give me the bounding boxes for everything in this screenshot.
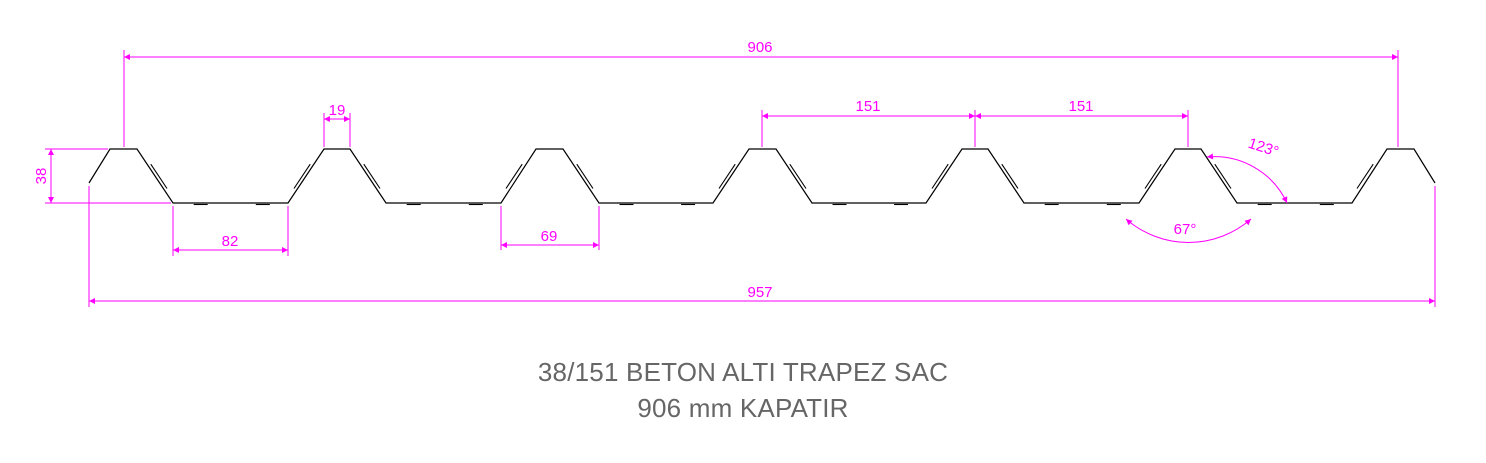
dim-906-label: 906 (747, 39, 772, 56)
drawing-title: 38/151 BETON ALTI TRAPEZ SAC (537, 357, 949, 387)
sheet-profile (88, 148, 1436, 204)
dimension-lines (45, 50, 1436, 307)
web-stiffener (293, 163, 311, 189)
dim-67-label: 67° (1174, 221, 1197, 238)
web-stiffener (718, 163, 736, 189)
web-stiffener (363, 163, 381, 189)
web-stiffener (505, 163, 523, 189)
web-stiffener (931, 163, 949, 189)
web-stiffener (789, 163, 807, 189)
dim-67-arc (1125, 218, 1252, 243)
web-stiffener (1001, 163, 1019, 189)
dim-38-label: 38 (33, 168, 50, 185)
dim-69-label: 69 (541, 228, 558, 245)
dim-19-label: 19 (329, 102, 346, 119)
web-stiffener (150, 163, 168, 189)
dim-82-label: 82 (222, 233, 239, 250)
drawing-subtitle: 906 mm KAPATIR (637, 393, 849, 423)
dim-151b-label: 151 (1068, 98, 1093, 115)
web-stiffener (1356, 163, 1374, 189)
dim-151a-label: 151 (855, 98, 880, 115)
web-stiffener (1214, 163, 1232, 189)
dim-123-label: 123° (1246, 135, 1281, 161)
dim-123-arc (1206, 153, 1288, 204)
web-stiffener (1144, 163, 1162, 189)
dim-957-label: 957 (747, 284, 772, 301)
web-stiffener (576, 163, 594, 189)
profile-stiffener-details (150, 163, 1374, 206)
